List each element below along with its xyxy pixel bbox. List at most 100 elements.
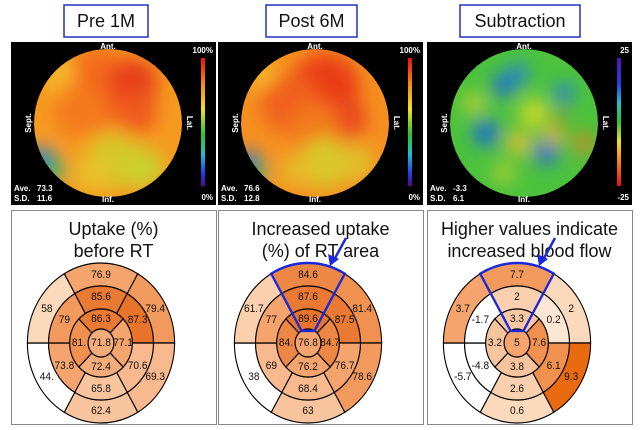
segment-value: 65.8 [91,383,111,395]
ant-label: Ant. [307,42,323,51]
bullseye-title: Increased uptake [251,219,389,239]
heatmap-blob [509,63,529,83]
heatmap [450,49,598,197]
inf-label: Inf. [309,195,321,204]
segment-value: 3.7 [456,303,470,315]
segment-value: 76.2 [298,361,318,373]
apex-value: 71.8 [91,337,111,349]
inf-label: Inf. [102,195,114,204]
segment-value: 81. [72,337,86,349]
segment-value: 72.4 [91,361,111,373]
segment-value: 6.1 [547,360,561,372]
sd-label: S.D. [430,194,446,203]
scale-max: 100% [193,46,213,55]
sd-value: 11.6 [37,194,53,203]
heatmap-blob [554,83,574,103]
segment-value: 78.6 [352,371,372,383]
ant-label: Ant. [100,42,116,51]
segment-value: 9.3 [564,371,578,383]
bullseye: 84.681.478.6633861.787.687.576.768.46977… [234,263,381,423]
segment-value: 70.6 [128,360,148,372]
color-bar [201,58,205,186]
bullseye: 7.729.30.6-5.73.720.26.12.6-4.8-1.73.37.… [443,263,590,423]
lat-label: Lat. [392,116,401,130]
lat-label: Lat. [185,116,194,130]
segment-value: 0.6 [510,405,524,417]
segment-value: 69 [266,360,277,372]
segment-value: 85.6 [91,291,111,303]
segment-value: 86.3 [91,313,111,325]
segment-value: 63 [302,405,313,417]
segment-value: 3.2 [488,337,502,349]
heatmap-blob [118,93,158,133]
segment-value: 3.8 [510,361,524,373]
ave-value: 73.3 [37,184,53,193]
segment-value: 76.9 [91,269,111,281]
sept-label: Sept. [231,113,240,133]
apex-value: 76.8 [298,337,318,349]
segment-value: -4.8 [472,360,490,372]
ave-label: Ave. [430,184,447,193]
segment-value: 2.6 [510,383,524,395]
segment-value: 79 [59,314,70,326]
inf-label: Inf. [518,195,530,204]
segment-value: 2 [568,303,574,315]
heatmap-blob [473,120,499,146]
heatmap-blob [53,88,103,138]
sept-label: Sept. [440,113,449,133]
figure: Pre 1MAnt.Inf.Sept.Lat.100%0%Ave.73.3S.D… [0,0,641,430]
segment-value: 73.8 [55,360,75,372]
segment-value: 84.7 [320,337,340,349]
bullseye: 76.979.469.362.444.5885.687.370.665.873.… [27,263,174,423]
bullseye-title: (%) of RT area [262,241,380,261]
segment-value: 81.4 [352,303,372,315]
bullseye-title: Uptake (%) [68,219,158,239]
color-bar [408,58,412,186]
heatmap-blob [544,125,564,145]
ave-label: Ave. [221,184,238,193]
scale-min: 0% [201,193,213,202]
segment-value: 7.6 [532,337,546,349]
segment-value: 77.1 [113,337,133,349]
ave-value: 76.6 [244,184,260,193]
segment-value: 87.5 [335,314,355,326]
bullseye-title: Higher values indicate [441,219,618,239]
segment-value: -5.7 [454,371,472,383]
bullseye-title: increased blood flow [447,241,612,261]
segment-value: -1.7 [472,314,490,326]
segment-value: 58 [41,303,52,315]
segment-value: 61.7 [244,303,264,315]
heatmap-blob [519,98,549,128]
scale-max: 100% [400,46,420,55]
heatmap-blob [494,163,514,183]
sd-value: 12.8 [244,194,260,203]
sd-label: S.D. [14,194,30,203]
segment-value: 84. [279,337,293,349]
segment-value: 77 [266,314,277,326]
heatmap-blob [507,131,531,155]
scale-min: -25 [617,193,629,202]
scale-max: 25 [620,46,629,55]
scale-min: 0% [408,193,420,202]
lat-label: Lat. [601,116,610,130]
panel-title: Subtraction [474,11,565,31]
segment-value: 62.4 [91,405,111,417]
heatmap-blob [554,113,564,123]
apex-value: 5 [514,337,520,349]
segment-value: 0.2 [547,314,561,326]
heatmap-blob [279,155,311,187]
sd-label: S.D. [221,194,237,203]
segment-value: 38 [248,371,259,383]
segment-value: 3.3 [510,313,524,325]
ave-value: -3.3 [453,184,467,193]
color-bar [617,58,621,186]
segment-value: 68.4 [298,383,318,395]
segment-value: 44. [40,371,54,383]
segment-value: 89.6 [298,313,318,325]
ant-label: Ant. [516,42,532,51]
sept-label: Sept. [24,113,33,133]
segment-value: 76.7 [335,360,355,372]
segment-value: 87.3 [128,314,148,326]
heatmap-blob [464,93,484,113]
